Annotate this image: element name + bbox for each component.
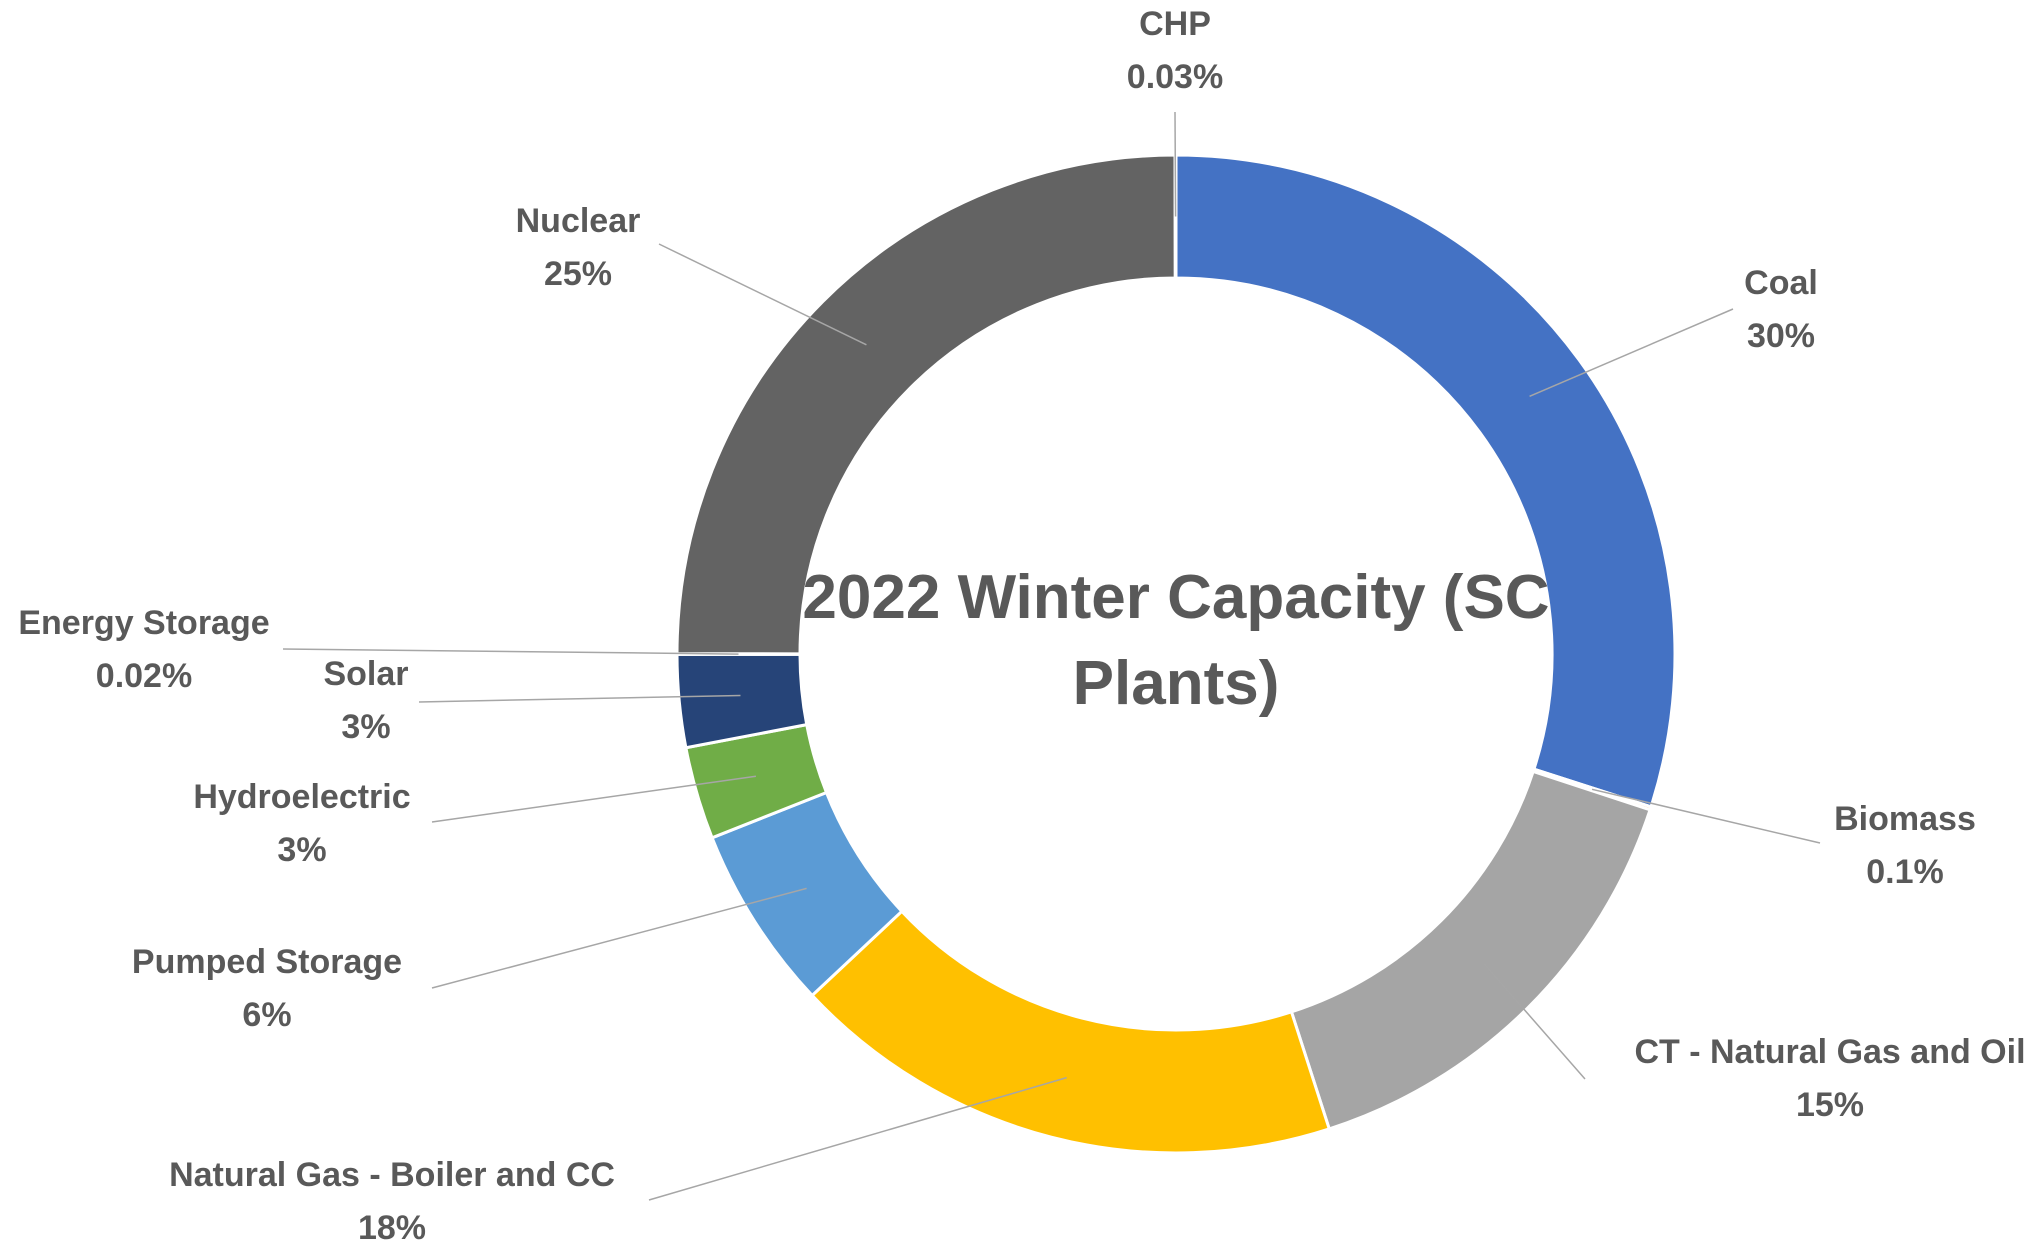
value-label: 0.1% <box>1866 853 1944 891</box>
category-label: Nuclear <box>516 202 641 240</box>
category-label: Coal <box>1744 264 1818 302</box>
value-label: 3% <box>277 831 326 869</box>
donut-segment <box>810 909 1332 1155</box>
chart-title: 2022 Winter Capacity (SC Plants) <box>802 563 1550 718</box>
leader-line <box>418 694 741 703</box>
category-label: Energy Storage <box>18 604 269 642</box>
donut-segment <box>1289 769 1652 1131</box>
value-label: 6% <box>242 996 291 1034</box>
category-label: Hydroelectric <box>193 778 410 816</box>
leader-line <box>1483 963 1586 1080</box>
leader-line <box>658 243 867 346</box>
leader-line <box>431 887 807 989</box>
donut-segment <box>675 153 1177 656</box>
leader-line <box>1174 111 1177 217</box>
leader-line <box>282 648 739 655</box>
category-label: CHP <box>1139 5 1211 43</box>
value-label: 18% <box>358 1209 426 1247</box>
category-label: Biomass <box>1834 800 1976 838</box>
value-label: 15% <box>1796 1086 1864 1124</box>
leader-line <box>648 1076 1067 1201</box>
category-label: Pumped Storage <box>132 943 402 981</box>
donut-segment <box>1174 153 1677 809</box>
value-label: 25% <box>544 255 612 293</box>
leader-line <box>1591 788 1821 844</box>
category-label: Solar <box>323 655 408 693</box>
category-label: Natural Gas - Boiler and CC <box>169 1156 615 1194</box>
value-label: 0.02% <box>96 657 192 695</box>
category-label: CT - Natural Gas and Oil <box>1634 1033 2025 1071</box>
leader-line <box>431 775 757 823</box>
value-label: 0.03% <box>1127 58 1223 96</box>
leader-line <box>1529 308 1734 398</box>
value-label: 30% <box>1747 317 1815 355</box>
value-label: 3% <box>341 708 390 746</box>
